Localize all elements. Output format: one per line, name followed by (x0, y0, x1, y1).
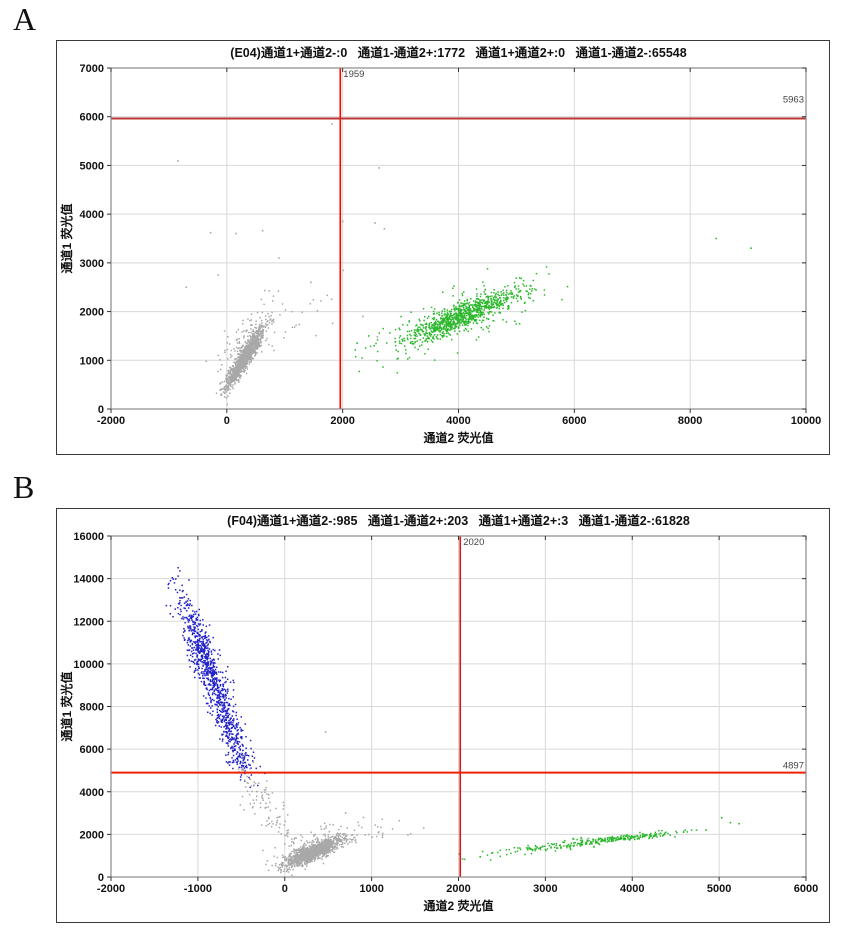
tick-label-y: 3000 (80, 258, 104, 270)
tick-label-y: 10000 (73, 659, 104, 671)
tick-label-x: 0 (282, 883, 288, 895)
tick-label-x: 4000 (446, 415, 470, 427)
cluster-ch2-positive-line (458, 829, 698, 861)
tick-label-x: 3000 (533, 883, 557, 895)
threshold-label-vertical: 2020 (463, 537, 484, 548)
tick-label-x: 6000 (794, 883, 818, 895)
tick-label-y: 0 (98, 872, 104, 884)
tick-label-x: 0 (224, 415, 230, 427)
cluster-ch1-positive-tail (197, 651, 266, 789)
outliers-green (356, 237, 752, 344)
y-axis-title: 通道1 荧光值 (59, 203, 74, 273)
tick-label-x: 8000 (678, 415, 702, 427)
cluster-gray-arc-upper (237, 754, 271, 826)
tick-label-x: 4000 (620, 883, 644, 895)
scatter-plot-a: (E04)通道1+通道2-:0 通道1-通道2+:1772 通道1+通道2+:0… (59, 45, 822, 445)
x-axis-title: 通道2 荧光值 (423, 898, 493, 913)
panel-label-b: B (13, 469, 35, 505)
tick-label-x: 6000 (562, 415, 586, 427)
x-axis-title: 通道2 荧光值 (423, 430, 493, 445)
tick-label-y: 6000 (80, 112, 104, 124)
tick-label-y: 8000 (80, 702, 104, 714)
tick-label-x: -2000 (97, 415, 125, 427)
outliers-gray (177, 123, 386, 338)
tick-label-y: 16000 (73, 531, 104, 543)
tick-label-y: 2000 (80, 307, 104, 319)
scatter-panel-a: (E04)通道1+通道2-:0 通道1-通道2+:1772 通道1+通道2+:0… (56, 40, 830, 455)
cluster-ch2-positive-dense (386, 277, 537, 353)
threshold-label-horizontal: 5963 (783, 95, 804, 106)
chart-title: (F04)通道1+通道2-:985 通道1-通道2+:203 通道1+通道2+:… (227, 513, 690, 528)
scatter-panel-b: (F04)通道1+通道2-:985 通道1-通道2+:203 通道1+通道2+:… (56, 508, 830, 923)
tick-label-y: 0 (98, 404, 104, 416)
cluster-double-negative-halo (262, 816, 394, 876)
cluster-ch2-positive-dense (555, 829, 693, 847)
tick-label-x: 2000 (330, 415, 354, 427)
tick-label-y: 14000 (73, 574, 104, 586)
panel-label-a: A (13, 1, 37, 37)
tick-label-y: 5000 (80, 160, 104, 172)
chart-title: (E04)通道1+通道2-:0 通道1-通道2+:1772 通道1+通道2+:0… (230, 45, 686, 60)
cluster-gray-arc-lower (239, 766, 306, 861)
tick-label-y: 2000 (80, 829, 104, 841)
tick-label-y: 1000 (80, 355, 104, 367)
tick-label-x: 2000 (446, 883, 470, 895)
cluster-gray-sparse-right (217, 269, 345, 357)
tick-label-y: 7000 (80, 63, 104, 75)
tick-label-x: 1000 (359, 883, 383, 895)
tick-label-x: -2000 (97, 883, 125, 895)
threshold-label-vertical: 1959 (343, 69, 364, 80)
tick-label-x: 5000 (707, 883, 731, 895)
tick-label-y: 6000 (80, 744, 104, 756)
tick-label-x: 10000 (791, 415, 822, 427)
tick-label-x: -1000 (184, 883, 212, 895)
tick-label-y: 12000 (73, 616, 104, 628)
scatter-plot-b: (F04)通道1+通道2-:985 通道1-通道2+:203 通道1+通道2+:… (59, 513, 818, 913)
tick-label-y: 4000 (80, 209, 104, 221)
y-axis-title: 通道1 荧光值 (59, 671, 74, 741)
tick-label-y: 4000 (80, 787, 104, 799)
threshold-label-horizontal: 4897 (783, 761, 804, 772)
cluster-ch1-positive-dense (165, 567, 246, 742)
outliers-gray (324, 731, 425, 829)
